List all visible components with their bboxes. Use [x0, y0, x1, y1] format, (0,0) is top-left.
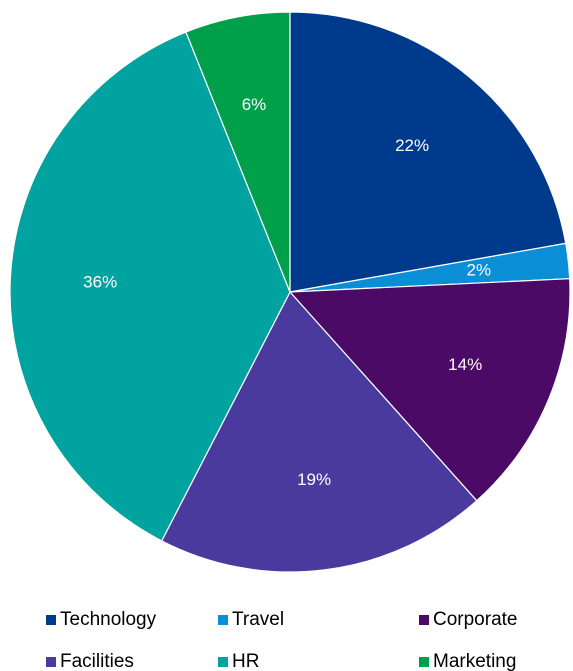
pie-slice-hr [9, 31, 291, 542]
data-label-travel: 2% [467, 260, 492, 279]
pie-slice-facilities [160, 290, 478, 573]
legend-label-hr: HR [232, 651, 259, 671]
legend-swatch-facilities [46, 657, 56, 667]
legend-item-travel: Travel [218, 609, 284, 630]
legend-item-facilities: Facilities [46, 651, 134, 671]
legend-item-corporate: Corporate [419, 609, 518, 630]
legend-swatch-travel [218, 615, 228, 625]
legend-label-corporate: Corporate [433, 609, 518, 630]
legend-label-marketing: Marketing [433, 651, 516, 671]
data-label-facilities: 19% [297, 470, 331, 489]
legend-label-technology: Technology [60, 609, 157, 630]
data-label-hr: 36% [83, 272, 117, 291]
data-label-corporate: 14% [448, 355, 482, 374]
legend-swatch-hr [218, 657, 228, 667]
pie-labels: 22% 2% 14% 19% 36% 6% [83, 95, 491, 489]
data-label-marketing: 6% [242, 95, 267, 114]
legend-item-hr: HR [218, 651, 259, 671]
legend: Technology Travel Corporate Facilities HR Mar… [46, 609, 518, 671]
legend-label-facilities: Facilities [60, 651, 134, 671]
legend-item-marketing: Marketing [419, 651, 516, 671]
legend-swatch-corporate [419, 615, 429, 625]
pie-slice-technology [289, 11, 567, 293]
legend-item-technology: Technology [46, 609, 157, 630]
legend-swatch-technology [46, 615, 56, 625]
legend-swatch-marketing [419, 657, 429, 667]
pie-slice-corporate [288, 278, 571, 502]
legend-label-travel: Travel [232, 609, 284, 630]
pie-slice-marketing [185, 11, 291, 293]
data-label-technology: 22% [395, 136, 429, 155]
pie-slices [9, 11, 571, 573]
